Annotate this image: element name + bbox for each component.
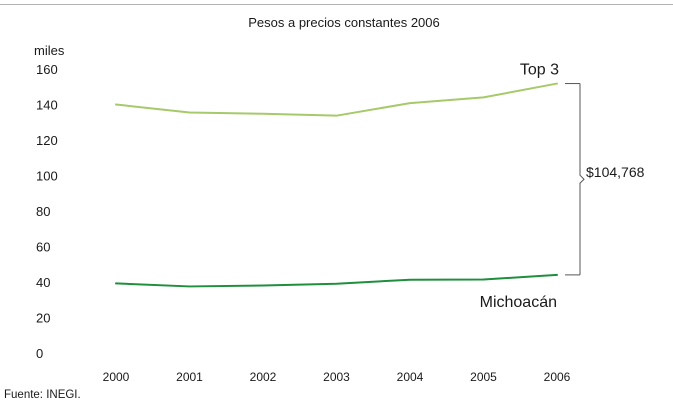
y-tick-label: 140	[36, 98, 58, 113]
difference-annotation: $104,768	[586, 164, 645, 180]
chart-title: Pesos a precios constantes 2006	[248, 15, 440, 30]
y-tick-label: 100	[36, 169, 58, 184]
y-tick-label: 160	[36, 62, 58, 77]
x-tick-label: 2000	[103, 370, 130, 384]
x-tick-label: 2003	[323, 370, 350, 384]
y-tick-label: 60	[36, 240, 50, 255]
x-tick-labels: 2000 2001 2002 2003 2004 2005 2006	[103, 370, 571, 384]
y-tick-label: 120	[36, 133, 58, 148]
x-tick-label: 2001	[176, 370, 203, 384]
y-axis-label: miles	[34, 43, 65, 58]
x-tick-label: 2006	[544, 370, 571, 384]
series-line	[115, 273, 558, 288]
series-labels: Top 3 Michoacán	[480, 62, 559, 311]
y-tick-label: 80	[36, 204, 50, 219]
difference-bracket	[565, 83, 585, 276]
y-tick-label: 40	[36, 275, 50, 290]
x-tick-label: 2002	[250, 370, 277, 384]
y-tick-label: 0	[36, 346, 43, 361]
source-note: Fuente: INEGI.	[4, 389, 81, 401]
series-label: Michoacán	[480, 294, 557, 311]
series-lines	[115, 82, 558, 288]
x-tick-label: 2005	[470, 370, 497, 384]
x-tick-label: 2004	[397, 370, 424, 384]
series-label: Top 3	[520, 62, 559, 79]
y-tick-label: 20	[36, 311, 50, 326]
bracket-spine	[579, 83, 585, 275]
y-tick-labels: 0 20 40 60 80 100 120 140 160	[36, 62, 58, 361]
series-line	[115, 82, 558, 117]
